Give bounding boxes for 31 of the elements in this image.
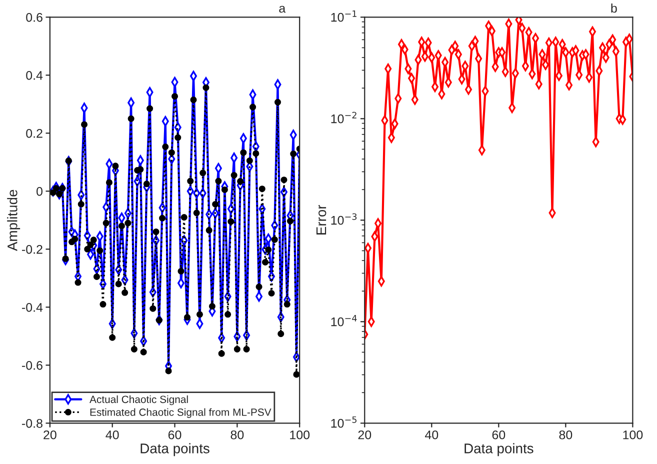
x-tick-label: 100 — [623, 430, 643, 440]
y-tick-label: 0.6 — [26, 12, 42, 22]
y-axis-title: Amplitude — [7, 190, 20, 252]
legend-label: Estimated Chaotic Signal from ML-PSV — [90, 408, 272, 418]
x-tick-label: 20 — [44, 430, 56, 440]
y-tick-label: 10$^{−1}$ — [331, 10, 356, 22]
x-tick-label: 80 — [559, 430, 572, 440]
x-tick-label: 60 — [492, 430, 506, 440]
x-tick-label: 20 — [358, 430, 372, 440]
x-tick-label: 100 — [290, 430, 310, 440]
y-axis-title: Error — [316, 204, 326, 234]
x-tick-label: 60 — [168, 430, 182, 440]
y-tick-label: 0.4 — [26, 70, 43, 80]
y-tick-label: 10$^{−3}$ — [331, 213, 357, 225]
y-tick-label: 0 — [36, 186, 42, 196]
x-axis-title: Data points — [464, 443, 534, 456]
y-tick-label: 10$^{−4}$ — [331, 314, 357, 326]
text: b — [611, 3, 617, 13]
y-tick-label: -0.4 — [22, 302, 43, 312]
legend-label: Actual Chaotic Signal — [90, 395, 188, 406]
y-tick-label: -0.6 — [22, 360, 42, 370]
y-tick-label: 0.2 — [26, 128, 42, 138]
x-tick-label: 80 — [230, 430, 244, 440]
y-tick-label: -0.2 — [22, 244, 42, 254]
x-tick-label: 40 — [106, 430, 119, 440]
text: a — [279, 6, 286, 13]
y-tick-label: 10$^{−2}$ — [331, 112, 356, 124]
x-tick-label: 40 — [424, 430, 438, 440]
x-axis-title: Data points — [140, 443, 210, 456]
y-tick-label: 10$^{−5}$ — [331, 416, 356, 428]
y-tick-label: -0.8 — [22, 418, 42, 428]
